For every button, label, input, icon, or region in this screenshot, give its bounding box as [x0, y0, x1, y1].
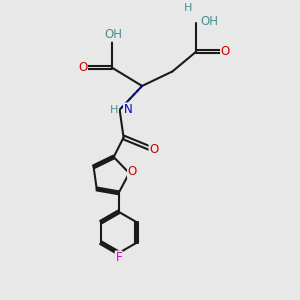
- Text: OH: OH: [104, 28, 122, 41]
- Text: O: O: [220, 45, 230, 58]
- Text: O: O: [128, 165, 137, 178]
- Text: O: O: [128, 165, 137, 178]
- Text: O: O: [149, 143, 159, 156]
- Text: H: H: [110, 105, 118, 115]
- Text: N: N: [124, 103, 132, 116]
- Text: H: H: [110, 105, 118, 115]
- Text: OH: OH: [104, 28, 122, 41]
- Text: OH: OH: [200, 15, 218, 28]
- Text: F: F: [116, 251, 122, 264]
- Text: O: O: [78, 61, 87, 74]
- Text: O: O: [220, 45, 230, 58]
- Text: F: F: [116, 251, 122, 264]
- Text: O: O: [149, 143, 159, 156]
- Text: H: H: [184, 3, 193, 13]
- Text: OH: OH: [200, 15, 218, 28]
- Text: N: N: [124, 103, 132, 116]
- Text: O: O: [78, 61, 87, 74]
- Text: H: H: [184, 3, 193, 13]
